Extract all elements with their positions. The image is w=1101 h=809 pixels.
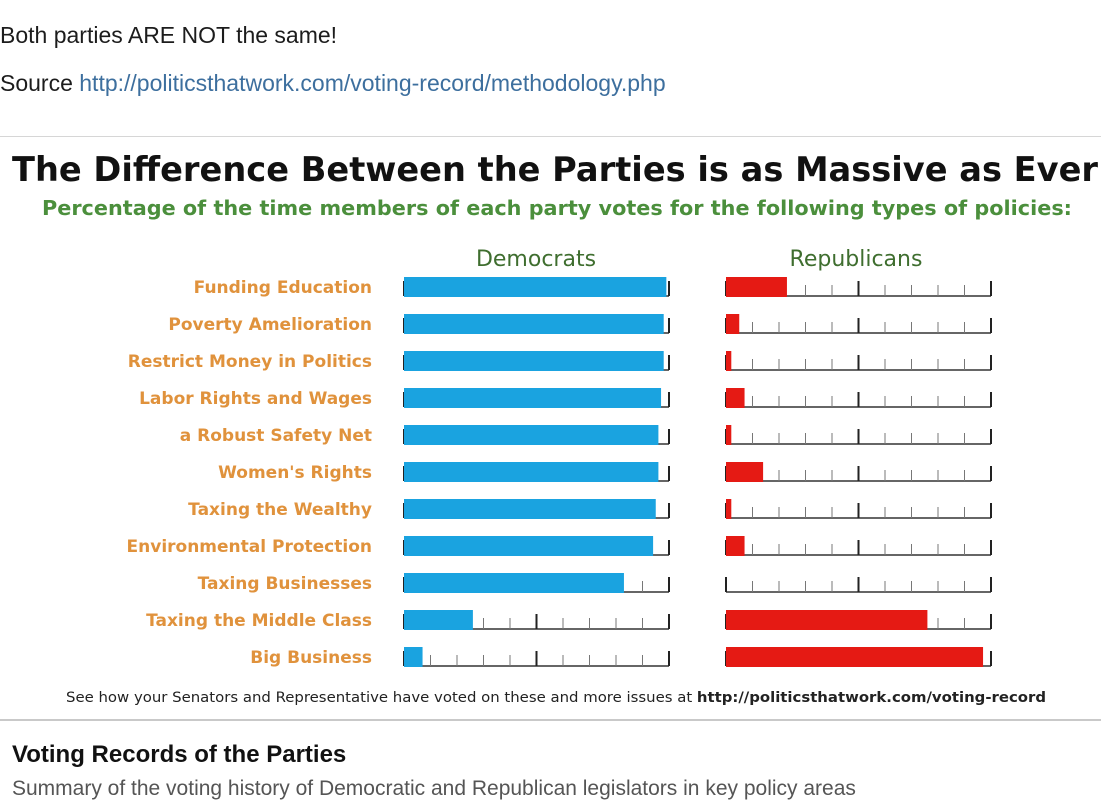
dem-bar: [404, 573, 624, 593]
dem-bar: [404, 351, 664, 371]
category-label: Women's Rights: [218, 463, 372, 483]
rep-bar: [726, 536, 745, 556]
chart-footnote: See how your Senators and Representative…: [66, 690, 1046, 706]
source-link[interactable]: http://politicsthatwork.com/voting-recor…: [79, 70, 666, 96]
rep-bar: [726, 499, 732, 519]
rep-bar: [726, 462, 764, 482]
category-label: Environmental Protection: [127, 537, 372, 557]
dem-bar: [404, 425, 659, 445]
footnote-prefix: See how your Senators and Representative…: [66, 690, 693, 706]
chart-rows: Funding Education Poverty Amelioration Res…: [127, 277, 992, 668]
link-preview-card[interactable]: The Difference Between the Parties is as…: [0, 136, 1101, 809]
rep-bar: [726, 277, 787, 297]
card-divider: [0, 719, 1101, 721]
category-label: Labor Rights and Wages: [139, 389, 372, 409]
legend-republicans: Republicans: [790, 247, 923, 272]
dem-bar: [404, 462, 659, 482]
chart-title: The Difference Between the Parties is as…: [12, 150, 1098, 190]
preview-description: Summary of the voting history of Democra…: [12, 777, 856, 800]
category-label: Taxing the Wealthy: [188, 500, 372, 520]
dem-bar: [404, 610, 473, 630]
rep-bar: [726, 610, 928, 630]
rep-bar: [726, 425, 732, 445]
dem-bar: [404, 314, 664, 334]
footnote-link[interactable]: http://politicsthatwork.com/voting-recor…: [697, 690, 1046, 706]
dem-bar: [404, 647, 423, 667]
rep-bar: [726, 351, 732, 371]
parties-voting-chart: The Difference Between the Parties is as…: [12, 150, 1098, 706]
dem-bar: [404, 499, 656, 519]
rep-bar: [726, 388, 745, 408]
rep-bar: [726, 314, 740, 334]
chart-subtitle: Percentage of the time members of each p…: [42, 196, 1072, 220]
preview-title[interactable]: Voting Records of the Parties: [12, 741, 347, 768]
dem-bar: [404, 388, 662, 408]
category-label: Funding Education: [194, 278, 372, 298]
dem-bar: [404, 277, 667, 297]
category-label: Taxing the Middle Class: [146, 611, 372, 631]
category-label: Poverty Amelioration: [168, 315, 372, 335]
category-label: a Robust Safety Net: [180, 426, 372, 446]
post-text: Both parties ARE NOT the same!: [0, 22, 338, 48]
category-label: Big Business: [250, 648, 372, 668]
category-label: Restrict Money in Politics: [128, 352, 372, 372]
dem-bar: [404, 536, 654, 556]
legend-democrats: Democrats: [476, 247, 596, 272]
source-label: Source: [0, 70, 73, 96]
post-source-line: Source http://politicsthatwork.com/votin…: [0, 70, 666, 97]
category-label: Taxing Businesses: [198, 574, 372, 594]
rep-bar: [726, 647, 984, 667]
